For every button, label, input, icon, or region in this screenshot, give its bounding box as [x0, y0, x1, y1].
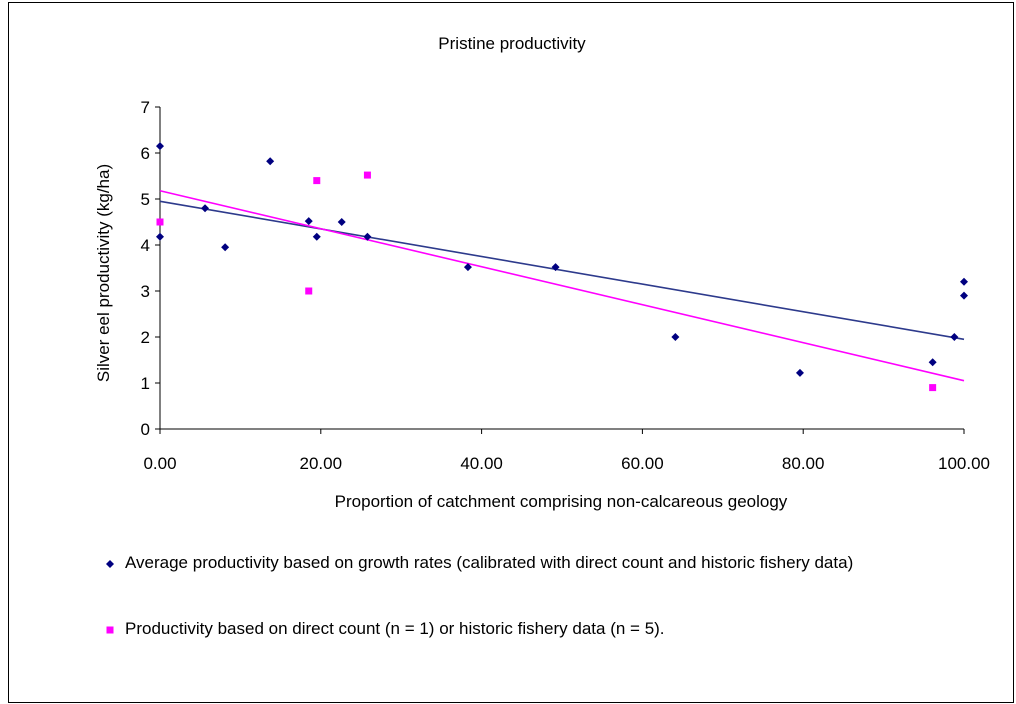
data-point-diamond: [156, 142, 164, 151]
data-point-diamond: [960, 277, 968, 286]
data-point-diamond: [671, 333, 680, 341]
data-points: [156, 142, 968, 392]
data-point-diamond: [337, 218, 346, 226]
trendline-series-2: [159, 189, 965, 382]
x-axis-title: Proportion of catchment comprising non-c…: [335, 492, 788, 511]
axes: 0 1 2 3 4 5 6 7 0.00 20.00 40.00 60.00 80.00 100.00: [141, 98, 990, 473]
data-point-square: [156, 218, 164, 226]
y-tick-label: 3: [141, 282, 150, 301]
y-axis-title: Silver eel productivity (kg/ha): [94, 164, 113, 382]
y-tick-label: 7: [141, 98, 150, 117]
square-marker-icon: [106, 626, 114, 634]
y-tick-label: 1: [141, 374, 150, 393]
data-point-square: [929, 384, 937, 392]
data-point-diamond: [928, 358, 937, 367]
trendlines: [159, 189, 965, 382]
x-tick-label: 60.00: [621, 454, 664, 473]
data-point-diamond: [363, 232, 372, 241]
chart-frame: Pristine productivity Silver eel product…: [8, 2, 1014, 703]
x-tick-label: 100.00: [938, 454, 990, 473]
legend-label: Average productivity based on growth rat…: [125, 553, 854, 572]
data-point-diamond: [312, 232, 321, 241]
x-tick-label: 20.00: [300, 454, 343, 473]
x-tick-label: 0.00: [143, 454, 176, 473]
data-point-diamond: [950, 333, 959, 341]
data-point-diamond: [266, 157, 275, 166]
chart-title: Pristine productivity: [438, 34, 586, 53]
y-tick-label: 0: [141, 420, 150, 439]
data-point-square: [363, 171, 371, 179]
data-point-diamond: [156, 232, 164, 241]
data-point-diamond: [221, 243, 230, 252]
scatter-chart: Pristine productivity Silver eel product…: [94, 34, 990, 511]
data-point-diamond: [795, 368, 804, 377]
diamond-marker-icon: [106, 560, 114, 568]
data-point-square: [313, 177, 321, 185]
y-tick-label: 6: [141, 144, 150, 163]
data-point-diamond: [201, 204, 210, 213]
data-point-diamond: [551, 263, 560, 272]
x-tick-label: 80.00: [782, 454, 825, 473]
trendline-series-1: [159, 200, 965, 341]
data-point-diamond: [463, 263, 472, 272]
x-tick-label: 40.00: [460, 454, 503, 473]
data-point-diamond: [960, 291, 968, 300]
y-tick-label: 5: [141, 190, 150, 209]
legend-label: Productivity based on direct count (n = …: [125, 619, 665, 638]
data-point-diamond: [304, 217, 313, 226]
data-point-square: [305, 287, 313, 295]
y-tick-label: 2: [141, 328, 150, 347]
y-tick-label: 4: [141, 236, 150, 255]
